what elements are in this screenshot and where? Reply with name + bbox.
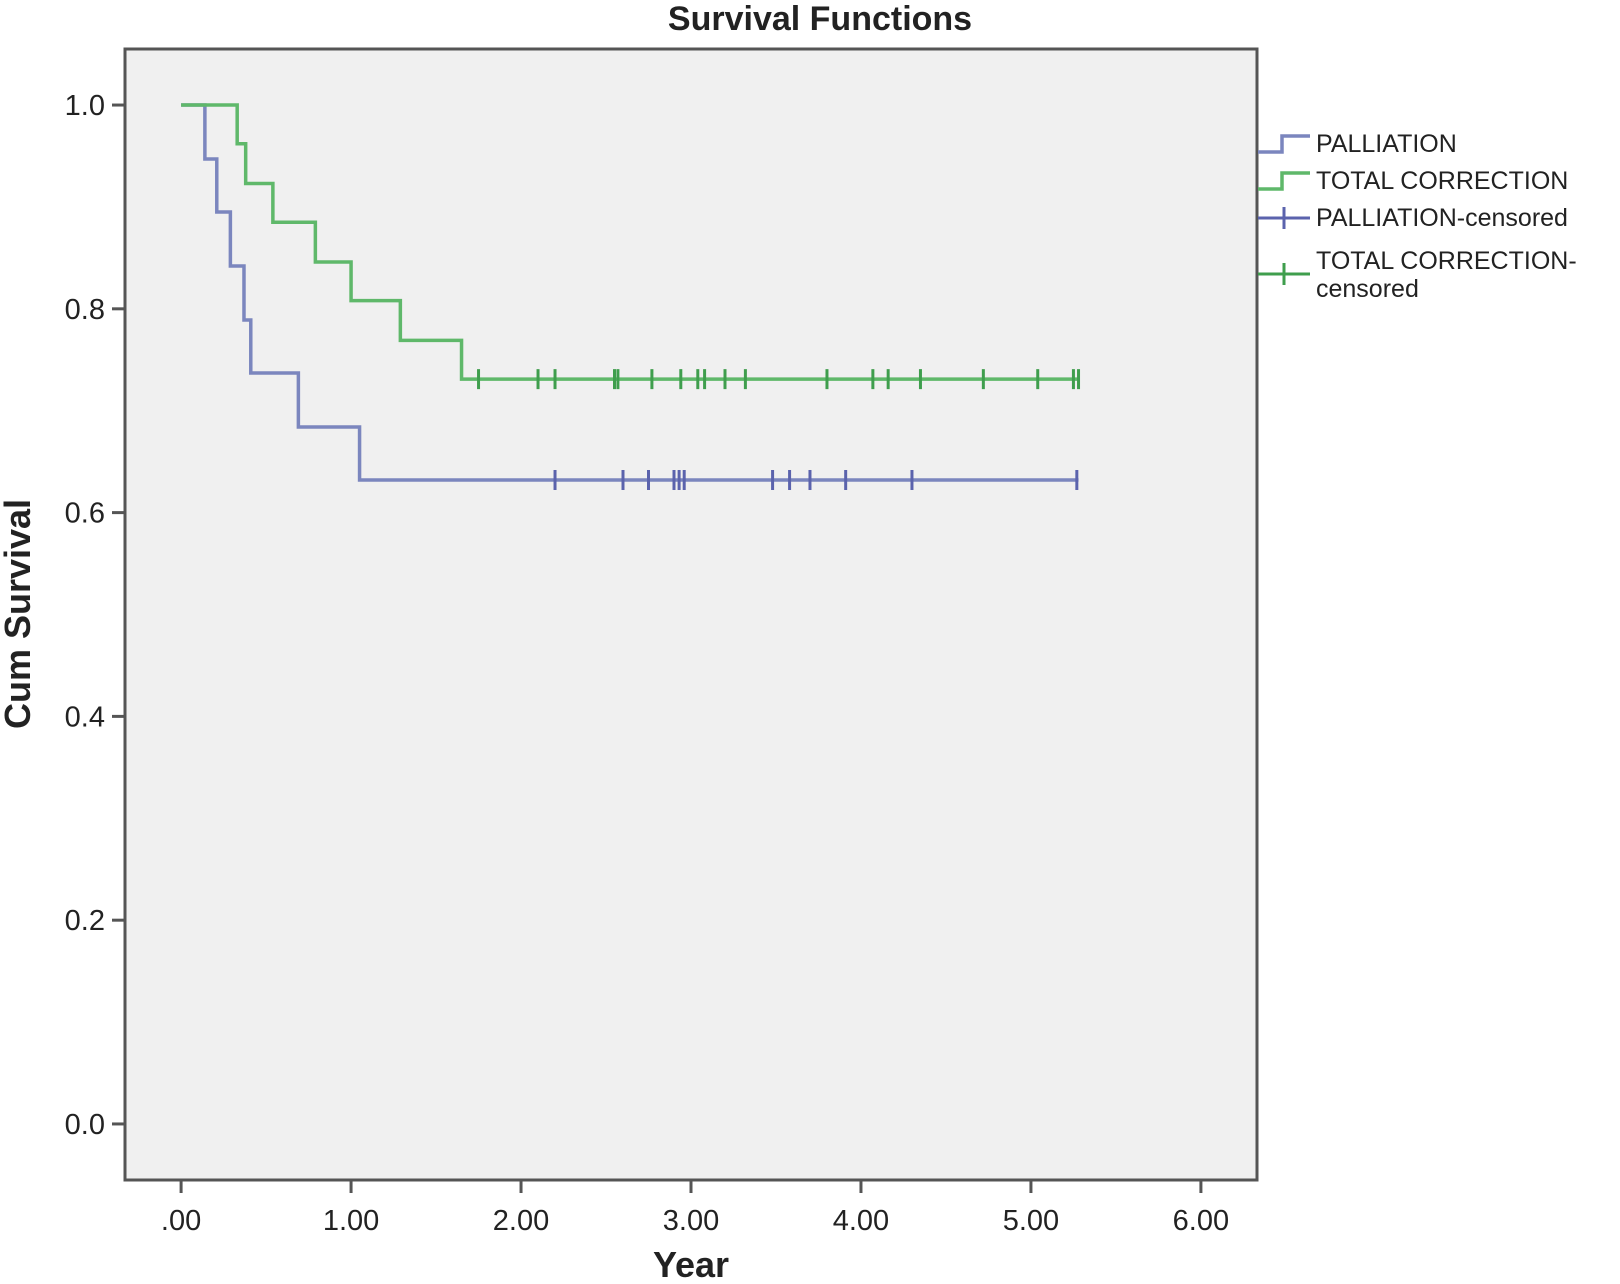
legend-label: PALLIATION-censored — [1316, 204, 1568, 232]
x-axis-label: Year — [653, 1244, 729, 1284]
x-tick-label: 6.00 — [1173, 1205, 1229, 1237]
y-tick-label: 0.6 — [65, 498, 105, 530]
y-tick-label: 0.8 — [65, 294, 105, 326]
legend-label: TOTAL CORRECTION — [1316, 167, 1568, 195]
x-tick-label: 5.00 — [1003, 1205, 1059, 1237]
x-tick-label: 4.00 — [833, 1205, 889, 1237]
x-tick-label: .00 — [161, 1205, 201, 1237]
legend-symbol — [1258, 134, 1310, 154]
chart-title: Survival Functions — [668, 0, 972, 38]
x-tick-label: 3.00 — [663, 1205, 719, 1237]
series-line-1 — [181, 103, 1079, 381]
y-axis: 0.0 0.2 0.4 0.6 0.8 1.0 — [65, 90, 125, 1141]
legend-label: PALLIATION — [1316, 130, 1457, 158]
plot-area — [123, 47, 1259, 1182]
x-tick-label: 1.00 — [323, 1205, 379, 1237]
y-tick-label: 0.0 — [65, 1109, 105, 1141]
series-layer — [181, 103, 1081, 491]
y-tick-label: 0.4 — [65, 701, 105, 733]
legend-symbol — [1258, 171, 1310, 191]
legend-label: TOTAL CORRECTION-censored — [1316, 247, 1577, 303]
y-axis-label: Cum Survival — [0, 499, 38, 729]
legend: PALLIATION TOTAL CORRECTION PALLIATION-cen… — [1258, 130, 1577, 303]
x-axis: .00 1.00 2.00 3.00 4.00 5.00 6.00 — [161, 1180, 1229, 1237]
x-tick-label: 2.00 — [493, 1205, 549, 1237]
y-tick-label: 0.2 — [65, 905, 105, 937]
y-tick-label: 1.0 — [65, 90, 105, 122]
series-line-0 — [181, 103, 1079, 482]
